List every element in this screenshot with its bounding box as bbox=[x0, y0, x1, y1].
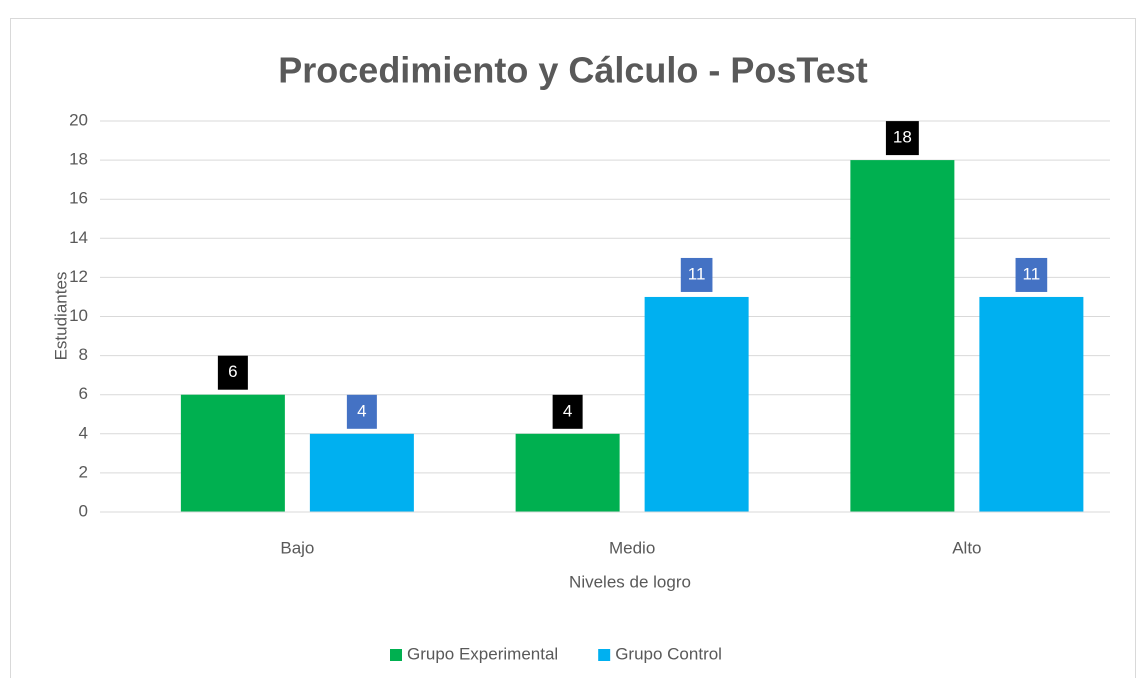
legend-label: Grupo Experimental bbox=[407, 644, 558, 663]
y-tick-label: 8 bbox=[79, 345, 88, 364]
bar bbox=[180, 394, 285, 512]
data-label: 4 bbox=[357, 401, 366, 420]
chart-title: Procedimiento y Cálculo - PosTest bbox=[278, 50, 867, 91]
bar bbox=[979, 296, 1084, 512]
y-tick-label: 4 bbox=[79, 423, 88, 442]
bar bbox=[644, 296, 749, 512]
data-label: 18 bbox=[893, 128, 912, 147]
y-tick-label: 10 bbox=[69, 306, 88, 325]
data-label-box bbox=[552, 394, 583, 429]
data-label: 4 bbox=[563, 401, 572, 420]
y-tick-label: 18 bbox=[69, 150, 88, 169]
data-label-box bbox=[680, 257, 713, 292]
y-tick-label: 6 bbox=[79, 384, 88, 403]
data-label: 11 bbox=[1023, 264, 1041, 283]
x-axis-label: Niveles de logro bbox=[569, 572, 691, 591]
data-label: 11 bbox=[688, 264, 706, 283]
y-tick-label: 12 bbox=[69, 267, 88, 286]
data-label-box bbox=[1015, 257, 1048, 292]
data-label-box bbox=[885, 121, 919, 156]
data-label: 6 bbox=[228, 362, 237, 381]
bar bbox=[850, 160, 955, 512]
y-tick-label: 16 bbox=[69, 189, 88, 208]
y-tick-label: 2 bbox=[79, 462, 88, 481]
x-tick-label: Medio bbox=[609, 538, 655, 557]
legend-label: Grupo Control bbox=[615, 644, 722, 663]
legend-swatch bbox=[598, 649, 611, 661]
y-axis-label: Estudiantes bbox=[51, 272, 70, 361]
x-tick-label: Alto bbox=[952, 538, 981, 557]
bar bbox=[309, 433, 414, 512]
y-tick-label: 14 bbox=[69, 228, 88, 247]
legend-swatch bbox=[390, 649, 402, 661]
y-tick-label: 20 bbox=[69, 110, 88, 129]
y-tick-label: 0 bbox=[79, 501, 88, 520]
data-label-box bbox=[217, 355, 248, 390]
bar bbox=[515, 433, 620, 512]
x-tick-label: Bajo bbox=[280, 538, 314, 557]
data-label-box bbox=[346, 394, 377, 429]
